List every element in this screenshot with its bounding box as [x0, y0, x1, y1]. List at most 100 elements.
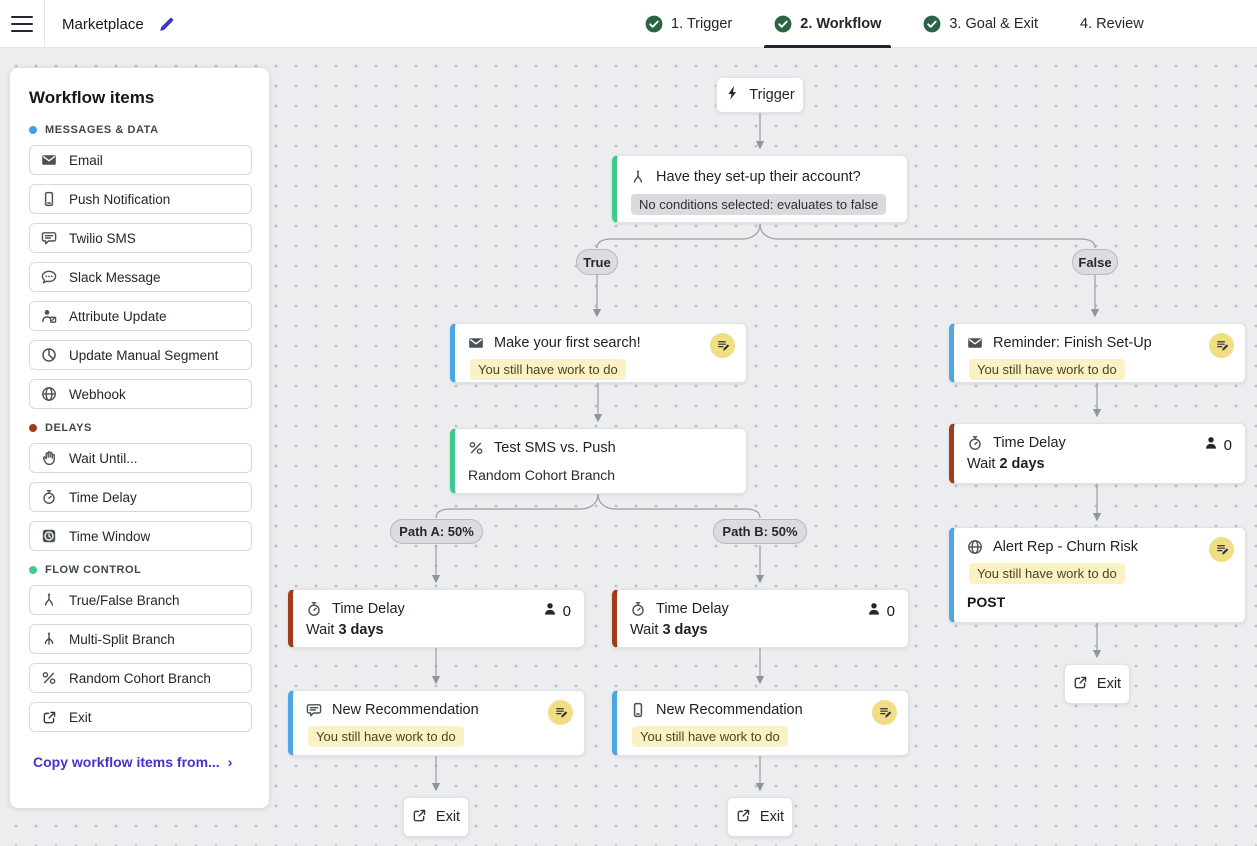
time-delay-node-right[interactable]: Time Delay Wait 2 days 0 — [949, 423, 1246, 484]
item-label: Attribute Update — [69, 308, 167, 324]
panel-title: Workflow items — [29, 88, 155, 107]
count-value: 0 — [562, 602, 571, 620]
copy-workflow-items-link[interactable]: Copy workflow items from... › — [29, 754, 252, 770]
stopwatch-icon — [630, 601, 646, 617]
section-dot-green — [29, 566, 37, 574]
item-label: Exit — [69, 709, 92, 725]
step-workflow[interactable]: 2. Workflow — [764, 0, 892, 48]
edit-title-icon[interactable] — [158, 15, 176, 33]
node-title: New Recommendation — [656, 702, 803, 718]
sidebar-item-exit[interactable]: Exit — [29, 702, 252, 732]
step-review[interactable]: 4. Review — [1080, 0, 1144, 48]
chat-bubble-icon — [306, 702, 322, 718]
time-delay-node-b[interactable]: Time Delay Wait 3 days 0 — [612, 589, 909, 648]
node-title: Time Delay — [332, 601, 405, 617]
menu-icon[interactable] — [11, 14, 33, 34]
sidebar-item-wait-until[interactable]: Wait Until... — [29, 443, 252, 473]
step-label: 1. Trigger — [671, 16, 733, 32]
external-link-icon — [736, 808, 751, 827]
email-node-first-search[interactable]: Make your first search! You still have w… — [450, 323, 747, 383]
draft-edit-badge[interactable] — [1209, 333, 1234, 358]
node-title: Time Delay — [993, 435, 1066, 451]
sidebar-item-true-false-branch[interactable]: True/False Branch — [29, 585, 252, 615]
node-title: Alert Rep - Churn Risk — [993, 539, 1139, 555]
section-messages-data: MESSAGES & DATA — [29, 124, 252, 136]
wait-label: Wait — [306, 622, 335, 638]
wait-value: 3 days — [662, 622, 708, 638]
node-title: Time Delay — [656, 601, 729, 617]
exit-node-right[interactable]: Exit — [1064, 664, 1130, 704]
sidebar-item-webhook[interactable]: Webhook — [29, 379, 252, 409]
people-count: 0 — [866, 601, 895, 621]
count-value: 0 — [886, 602, 895, 620]
sidebar-item-multi-split-branch[interactable]: Multi-Split Branch — [29, 624, 252, 654]
section-delays: DELAYS — [29, 422, 252, 434]
clock-square-icon — [40, 528, 58, 544]
mobile-icon — [40, 191, 58, 207]
email-icon — [468, 335, 484, 351]
sms-node-recommendation[interactable]: New Recommendation You still have work t… — [288, 690, 585, 756]
workflow-canvas[interactable]: Trigger Have they set-up their account? … — [0, 48, 1257, 846]
item-label: Twilio SMS — [69, 230, 136, 246]
item-label: Push Notification — [69, 191, 171, 207]
draft-edit-badge[interactable] — [1209, 537, 1234, 562]
branch-node[interactable]: Have they set-up their account? No condi… — [612, 155, 908, 223]
trigger-label: Trigger — [749, 87, 795, 103]
section-dot-blue — [29, 126, 37, 134]
branch-title: Have they set-up their account? — [656, 169, 861, 185]
hand-icon — [40, 450, 58, 466]
item-label: True/False Branch — [69, 592, 180, 608]
sidebar-item-random-cohort-branch[interactable]: Random Cohort Branch — [29, 663, 252, 693]
draft-edit-badge[interactable] — [548, 700, 573, 725]
node-subtitle: Random Cohort Branch — [468, 467, 616, 483]
fork-2-icon — [40, 592, 58, 608]
work-to-do-badge: You still have work to do — [632, 726, 788, 747]
sidebar-item-slack-message[interactable]: Slack Message — [29, 262, 252, 292]
step-trigger[interactable]: 1. Trigger — [645, 0, 732, 48]
section-dot-rust — [29, 424, 37, 432]
sidebar-item-attribute-update[interactable]: Attribute Update — [29, 301, 252, 331]
draft-edit-badge[interactable] — [872, 700, 897, 725]
sidebar-item-twilio-sms[interactable]: Twilio SMS — [29, 223, 252, 253]
step-goal-exit[interactable]: 3. Goal & Exit — [923, 0, 1038, 48]
branch-condition-badge: No conditions selected: evaluates to fal… — [631, 194, 887, 215]
campaign-title: Marketplace — [62, 15, 144, 33]
sidebar-item-push-notification[interactable]: Push Notification — [29, 184, 252, 214]
item-label: Random Cohort Branch — [69, 670, 211, 686]
chevron-right-icon: › — [227, 754, 233, 770]
sidebar-item-update-manual-segment[interactable]: Update Manual Segment — [29, 340, 252, 370]
wait-value: 2 days — [999, 456, 1045, 472]
time-delay-node-a[interactable]: Time Delay Wait 3 days 0 — [288, 589, 585, 648]
exit-node-b[interactable]: Exit — [727, 797, 793, 837]
draft-edit-badge[interactable] — [710, 333, 735, 358]
person-icon — [866, 601, 882, 621]
trigger-node[interactable]: Trigger — [716, 77, 804, 113]
push-node-recommendation[interactable]: New Recommendation You still have work t… — [612, 690, 909, 756]
node-title: Make your first search! — [494, 335, 641, 351]
person-icon — [1203, 435, 1219, 455]
email-node-reminder[interactable]: Reminder: Finish Set-Up You still have w… — [949, 323, 1246, 383]
webhook-node[interactable]: Alert Rep - Churn Risk You still have wo… — [949, 527, 1246, 623]
sidebar-item-time-delay[interactable]: Time Delay — [29, 482, 252, 512]
step-label: 2. Workflow — [800, 16, 882, 32]
http-method: POST — [967, 594, 1006, 610]
wait-label: Wait — [630, 622, 659, 638]
sidebar-item-email[interactable]: Email — [29, 145, 252, 175]
exit-node-a[interactable]: Exit — [403, 797, 469, 837]
work-to-do-badge: You still have work to do — [308, 726, 464, 747]
exit-label: Exit — [759, 809, 785, 825]
check-circle-icon — [923, 15, 942, 33]
path-a-pill: Path A: 50% — [390, 519, 483, 544]
top-bar: Marketplace 1. Trigger 2. Workflow 3. Go… — [0, 0, 1257, 48]
people-count: 0 — [542, 601, 571, 621]
header-divider — [44, 0, 45, 48]
fork-3-icon — [40, 631, 58, 647]
stopwatch-icon — [306, 601, 322, 617]
false-pill: False — [1072, 249, 1118, 275]
copy-link-label: Copy workflow items from... — [33, 754, 220, 770]
item-label: Wait Until... — [69, 450, 138, 466]
sidebar-item-time-window[interactable]: Time Window — [29, 521, 252, 551]
item-label: Update Manual Segment — [69, 347, 219, 363]
node-title: New Recommendation — [332, 702, 479, 718]
cohort-branch-node[interactable]: Test SMS vs. Push Random Cohort Branch — [450, 428, 747, 494]
